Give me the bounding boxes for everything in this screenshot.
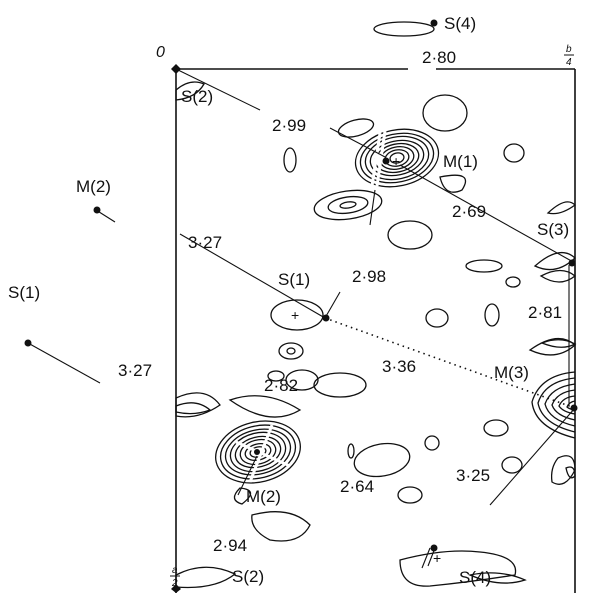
origin-label: 0 [156,44,165,61]
atom-marker-m2-outside [93,206,101,214]
atom-label-s1-outside: S(1) [8,283,40,302]
unit-cell-frame [175,68,576,593]
atom-marker-m3 [570,404,578,412]
a-axis-denominator: 2 [171,578,178,589]
atom-label-s2-bottom: S(2) [232,567,264,586]
distance-label-264: 2·64 [340,477,374,496]
distance-label-327-top: 3·27 [188,233,222,252]
distance-label-269: 2·69 [452,202,486,221]
atom-marker-s1-outside [24,339,32,347]
a-axis-numerator: a [172,565,178,576]
distance-label-280: 2·80 [422,48,456,67]
bond-lines [27,68,576,569]
origin-atom-marker [171,64,181,74]
atom-markers: + + + [24,19,578,593]
atom-label-s3: S(3) [537,220,569,239]
peak-m2 [215,420,301,484]
atom-label-s4-top: S(4) [444,14,476,33]
atom-marker-s4-top [430,19,438,27]
atom-labels: S(4) S(2) M(1) M(2) S(3) S(1) S(1) M(3) … [8,14,569,587]
atom-label-s4-bottom: S(4) [459,568,491,587]
contour-lines [175,21,577,589]
corner-atom-marker [171,584,181,593]
distance-label-282: 2·82 [264,376,298,395]
distance-label-325: 3·25 [456,466,490,485]
distance-label-327-left: 3·27 [118,361,152,380]
distance-label-298: 2·98 [352,267,386,286]
distance-label-336: 3·36 [382,357,416,376]
atom-label-m2-inside: M(2) [246,487,281,506]
distance-labels: 2·99 2·80 2·69 3·27 2·98 2·81 3·27 3·36 … [118,48,562,555]
atom-marker-m2-inside [254,449,260,455]
distance-label-299: 2·99 [272,116,306,135]
plus-marker-s1: + [291,307,299,323]
distance-label-281: 2·81 [528,303,562,322]
atom-label-m1: M(1) [443,152,478,171]
atom-marker-s3 [568,259,576,267]
b-axis-denominator: 4 [566,57,572,68]
atom-marker-s4-bottom [430,544,438,552]
atom-label-s1-inside: S(1) [278,270,310,289]
atom-label-m3: M(3) [494,363,529,382]
atom-marker-s1-inside [322,314,330,322]
distance-label-294: 2·94 [213,536,247,555]
atom-marker-m1 [382,157,390,165]
axis-labels: 0 b 4 a 2 [156,44,574,589]
b-axis-numerator: b [566,44,572,55]
atom-label-s2-top: S(2) [181,87,213,106]
plus-marker-m1: + [392,153,400,169]
plus-marker-s4: + [433,550,441,566]
atom-label-m2-outside: M(2) [76,177,111,196]
